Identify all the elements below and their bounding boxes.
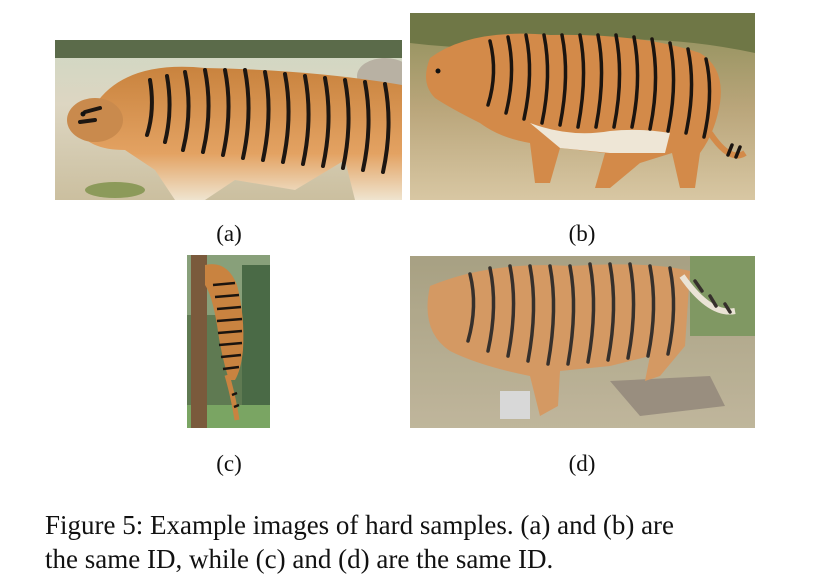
photo-b-tiger-walking-dry-grass bbox=[410, 13, 755, 200]
caption-line-1: Figure 5: Example images of hard samples… bbox=[45, 510, 675, 540]
panel-label-d: (d) bbox=[568, 451, 596, 476]
photo-c-tiger-climbing-tree bbox=[187, 255, 270, 428]
photo-a-tiger-walking bbox=[55, 40, 402, 200]
panel-label-c: (c) bbox=[216, 451, 242, 476]
panel-label-a: (a) bbox=[216, 221, 242, 246]
caption-line-2: the same ID, while (c) and (d) are the s… bbox=[45, 544, 554, 574]
panel-label-b: (b) bbox=[568, 221, 596, 246]
photo-d-tiger-behind-glass bbox=[410, 256, 755, 428]
figure-caption: Figure 5: Example images of hard samples… bbox=[45, 508, 785, 576]
